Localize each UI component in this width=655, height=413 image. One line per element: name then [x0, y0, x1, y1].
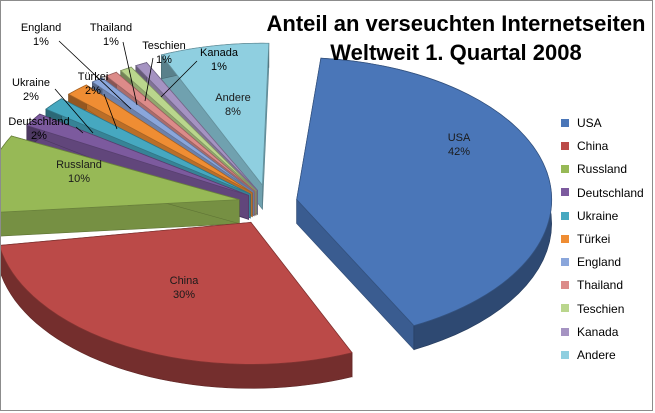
slice-label-name-russland: Russland [56, 159, 102, 171]
slice-labels: USA 42% China 30% Russland 10% Deutschland 2% Uk… [8, 22, 471, 301]
legend-swatch [561, 350, 569, 359]
legend-item-türkei: Türkei [561, 230, 610, 248]
legend-swatch [561, 118, 569, 127]
slice-label-value-ukraine: 2% [23, 91, 39, 103]
legend-swatch [561, 188, 569, 197]
slice-label-name-england: England [21, 22, 61, 34]
legend-label: Andere [577, 348, 616, 362]
pie-slice-usa [296, 57, 553, 351]
pie-slice-top-türkei [67, 84, 253, 194]
legend-item-kanada: Kanada [561, 323, 618, 341]
legend-swatch [561, 258, 569, 267]
slice-label-name-andere: Andere [215, 92, 250, 104]
legend-item-russland: Russland [561, 160, 627, 178]
slice-label-value-china: 30% [173, 289, 195, 301]
legend-label: Russland [577, 162, 628, 177]
leader-line-ukraine [54, 88, 94, 134]
leader-line-thailand [122, 41, 138, 106]
slice-label-value-andere: 8% [225, 106, 241, 118]
pie-slice-top-andere [160, 42, 270, 187]
legend-item-thailand: Thailand [561, 276, 623, 294]
legend-label: Ukraine [577, 208, 619, 223]
pie-3d-layer [1, 42, 553, 389]
legend-label: Teschien [577, 301, 625, 316]
legend-swatch [561, 211, 569, 220]
slice-label-name-thailand: Thailand [90, 22, 132, 34]
slice-label-name-usa: USA [448, 132, 471, 144]
slice-label-value-deutschland: 2% [31, 130, 47, 142]
slice-label-value-england: 1% [33, 36, 49, 48]
legend-item-china: China [561, 137, 608, 155]
pie-slice-top-kanada [135, 62, 258, 191]
legend-item-england: England [561, 253, 621, 271]
legend-swatch [561, 304, 569, 313]
legend-label: Thailand [577, 278, 624, 293]
slice-label-value-kanada: 1% [211, 61, 227, 73]
legend-swatch [561, 142, 569, 151]
slice-label-value-usa: 42% [448, 146, 470, 158]
slice-label-name-teschien: Teschien [142, 40, 185, 52]
legend-swatch [561, 281, 569, 290]
slice-label-name-deutschland: Deutschland [8, 116, 69, 128]
pie-slice-top-thailand [105, 71, 256, 192]
legend-label: USA [577, 116, 602, 130]
legend-item-andere: Andere [561, 346, 616, 364]
slice-label-name-kanada: Kanada [200, 47, 239, 59]
legend-label: England [577, 255, 622, 270]
slice-label-name-ukraine: Ukraine [12, 77, 50, 89]
pie-slice-top-usa [296, 57, 553, 327]
pie-slice-top-china [1, 221, 353, 365]
slice-label-value-thailand: 1% [103, 36, 119, 48]
pie-slice-top-deutschland [26, 113, 249, 196]
slice-label-value-türkei: 2% [85, 85, 101, 97]
leader-line-deutschland [75, 126, 84, 134]
pie-slice-top-ukraine [45, 98, 251, 195]
legend-item-usa: USA [561, 114, 602, 132]
leader-line-england [58, 40, 132, 110]
leader-line-teschien [144, 57, 154, 102]
legend-swatch [561, 165, 569, 174]
legend-label: China [577, 139, 609, 154]
chart-title-line-1: Anteil an verseuchten Internetseiten [266, 11, 646, 36]
legend-label: Türkei [577, 232, 611, 246]
legend-label: Kanada [577, 324, 619, 339]
legend-label: Deutschland [577, 185, 644, 200]
pie-slice-top-england [91, 77, 255, 193]
legend-item-deutschland: Deutschland [561, 184, 644, 202]
legend-item-ukraine: Ukraine [561, 207, 618, 225]
slice-label-name-china: China [170, 275, 200, 287]
leader-line-kanada [160, 60, 198, 98]
legend-swatch [561, 234, 569, 243]
legend-item-teschien: Teschien [561, 300, 624, 318]
slice-label-value-russland: 10% [68, 173, 90, 185]
leader-line-türkei [103, 93, 118, 130]
chart-title-line-2: Weltweit 1. Quartal 2008 [330, 40, 582, 65]
slice-label-value-teschien: 1% [156, 54, 172, 66]
pie-slice-russland [1, 135, 240, 237]
pie-slice-china [1, 221, 353, 389]
pie-slice-top-teschien [119, 66, 257, 192]
legend-swatch [561, 327, 569, 336]
pie-slice-top-russland [1, 135, 240, 213]
